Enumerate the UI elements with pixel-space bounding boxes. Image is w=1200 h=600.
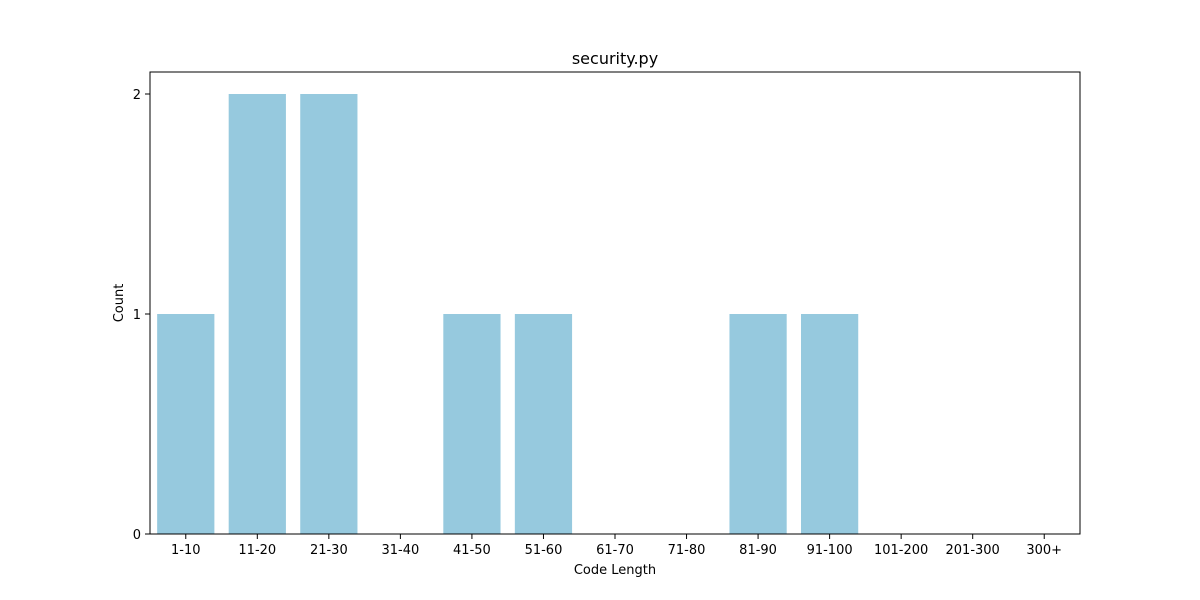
y-tick-label: 2 [133, 88, 141, 103]
chart-title: security.py [572, 49, 658, 68]
x-tick-label: 1-10 [171, 543, 201, 558]
y-tick-label: 1 [133, 308, 141, 323]
bar-81-90 [729, 314, 787, 534]
bars-group [157, 94, 859, 534]
bar-21-30 [300, 94, 358, 534]
bar-1-10 [157, 314, 215, 534]
x-axis-label: Code Length [574, 563, 656, 578]
x-tick-label: 31-40 [381, 543, 419, 558]
x-tick-label: 101-200 [874, 543, 928, 558]
x-tick-label: 71-80 [668, 543, 706, 558]
bar-11-20 [228, 94, 286, 534]
bar-51-60 [514, 314, 573, 534]
plot-frame [149, 71, 1081, 535]
bar-41-50 [443, 314, 501, 534]
x-axis-ticks: 1-10 11-20 21-30 31-40 41-50 51-60 61-70 71-80 8… [171, 534, 1062, 558]
x-tick-label: 81-90 [739, 543, 777, 558]
y-axis-label: Count [112, 284, 127, 323]
x-tick-label: 300+ [1026, 543, 1062, 558]
x-tick-label: 41-50 [453, 543, 491, 558]
x-tick-label: 91-100 [807, 543, 853, 558]
x-tick-label: 201-300 [946, 543, 1000, 558]
x-tick-label: 11-20 [238, 543, 276, 558]
x-tick-label: 21-30 [310, 543, 348, 558]
y-tick-label: 0 [133, 528, 141, 543]
y-axis-ticks: 0 1 2 [133, 88, 150, 543]
x-tick-label: 61-70 [596, 543, 634, 558]
bar-91-100 [801, 314, 859, 534]
x-tick-label: 51-60 [525, 543, 563, 558]
